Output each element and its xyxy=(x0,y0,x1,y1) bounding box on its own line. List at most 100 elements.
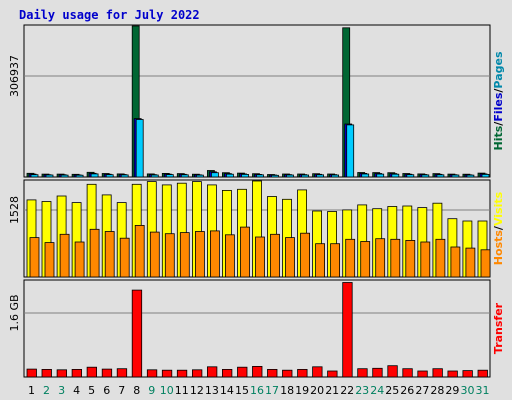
x-tick-label-day-7: 7 xyxy=(118,384,125,397)
panel-frame-hits-files-pages xyxy=(23,24,491,178)
bar-hosts-day-27 xyxy=(420,241,431,278)
bar-pages-day-7 xyxy=(120,174,129,178)
bar-transfer-day-7 xyxy=(116,368,128,378)
bar-pages-day-24 xyxy=(376,173,385,178)
bar-transfer-day-31 xyxy=(477,369,488,378)
y-tick-label-hits-files-pages: 306937 xyxy=(8,55,21,97)
bar-pages-day-15 xyxy=(241,173,249,178)
bar-transfer-day-16 xyxy=(252,365,263,378)
bar-pages-day-9 xyxy=(150,174,159,178)
x-tick-label-day-27: 27 xyxy=(415,384,429,397)
x-tick-label-day-25: 25 xyxy=(385,384,399,397)
x-tick-label-day-30: 30 xyxy=(461,384,475,397)
x-tick-label-day-17: 17 xyxy=(265,384,279,397)
bar-transfer-day-30 xyxy=(462,370,473,378)
bar-hosts-day-30 xyxy=(465,247,476,278)
x-tick-label-day-5: 5 xyxy=(88,384,95,397)
x-tick-label-day-22: 22 xyxy=(340,384,354,397)
x-tick-label-day-20: 20 xyxy=(310,384,324,397)
x-tick-label-day-23: 23 xyxy=(355,384,369,397)
chart-title: Daily usage for July 2022 xyxy=(19,8,200,22)
bar-transfer-day-15 xyxy=(237,366,248,378)
bar-transfer-day-28 xyxy=(432,368,443,378)
bar-transfer-day-4 xyxy=(71,368,82,378)
x-tick-label-day-28: 28 xyxy=(430,384,444,397)
bar-pages-day-26 xyxy=(406,174,415,178)
x-tick-label-day-13: 13 xyxy=(205,384,219,397)
bar-pages-day-30 xyxy=(466,174,475,178)
bar-pages-day-20 xyxy=(316,174,325,178)
y-tick-label-hosts-visits: 1528 xyxy=(8,196,21,224)
x-tick-label-day-10: 10 xyxy=(160,384,174,397)
bar-pages-day-2 xyxy=(45,174,54,178)
x-tick-label-day-31: 31 xyxy=(476,384,490,397)
bar-hosts-day-24 xyxy=(375,238,386,278)
bar-pages-day-3 xyxy=(60,174,69,178)
bar-transfer-day-5 xyxy=(86,366,97,378)
bar-pages-day-6 xyxy=(105,174,114,178)
bar-transfer-day-25 xyxy=(387,365,398,378)
bar-hosts-day-14 xyxy=(224,234,235,278)
bar-pages-day-27 xyxy=(421,174,430,178)
bar-transfer-day-10 xyxy=(161,369,173,378)
bar-pages-day-17 xyxy=(271,174,279,178)
bar-transfer-day-13 xyxy=(206,366,218,378)
bar-transfer-day-9 xyxy=(146,369,158,378)
bar-transfer-day-23 xyxy=(357,368,368,378)
bar-hosts-day-18 xyxy=(285,237,295,278)
bar-transfer-day-26 xyxy=(402,368,413,378)
series-label-part: / xyxy=(492,121,505,126)
series-label-part: Hosts xyxy=(492,230,505,266)
bar-hosts-day-3 xyxy=(59,233,70,278)
series-label-part: Pages xyxy=(492,51,505,89)
x-tick-label-day-18: 18 xyxy=(280,384,294,397)
bar-transfer-day-21 xyxy=(327,370,338,378)
bar-hosts-day-9 xyxy=(149,231,160,278)
bar-pages-day-28 xyxy=(436,174,445,178)
x-tick-label-day-26: 26 xyxy=(400,384,414,397)
bar-transfer-day-12 xyxy=(191,369,203,378)
x-tick-label-day-16: 16 xyxy=(250,384,264,397)
x-tick-label-day-19: 19 xyxy=(295,384,309,397)
bar-pages-day-18 xyxy=(286,174,294,178)
series-label-part: Files xyxy=(492,92,505,122)
bar-pages-day-14 xyxy=(225,173,234,178)
x-tick-label-day-2: 2 xyxy=(43,384,50,397)
x-tick-label-day-11: 11 xyxy=(175,384,189,397)
bar-transfer-day-3 xyxy=(56,369,67,378)
bar-hosts-day-26 xyxy=(405,239,416,278)
bar-transfer-day-17 xyxy=(267,368,278,378)
bar-hosts-day-1 xyxy=(29,237,40,278)
bar-transfer-day-27 xyxy=(417,370,428,378)
bar-pages-day-13 xyxy=(210,172,219,178)
bar-pages-day-25 xyxy=(391,173,400,178)
bar-hosts-day-20 xyxy=(315,243,326,278)
bar-pages-day-22 xyxy=(346,124,355,178)
bar-transfer-day-2 xyxy=(41,368,52,378)
series-label-hosts-visits: Hosts/Visits xyxy=(492,191,505,265)
bar-pages-day-16 xyxy=(256,174,264,178)
series-label-part: Visits xyxy=(492,191,505,226)
bar-hosts-day-15 xyxy=(240,226,250,278)
bar-hosts-day-19 xyxy=(300,232,311,278)
bar-hosts-day-7 xyxy=(119,237,130,278)
series-label-part: Transfer xyxy=(492,302,505,354)
bar-hosts-day-17 xyxy=(270,233,280,278)
bar-transfer-day-8 xyxy=(131,289,143,378)
bar-hosts-day-13 xyxy=(209,230,220,278)
bar-pages-day-1 xyxy=(30,174,39,178)
x-tick-label-day-29: 29 xyxy=(445,384,459,397)
bar-transfer-day-18 xyxy=(282,369,293,378)
x-tick-label-day-12: 12 xyxy=(190,384,204,397)
bar-pages-day-11 xyxy=(180,174,189,178)
series-label-hits-files-pages: Hits/Files/Pages xyxy=(492,51,505,150)
x-tick-label-day-6: 6 xyxy=(103,384,110,397)
bar-hosts-day-16 xyxy=(255,236,265,278)
bar-hosts-day-21 xyxy=(330,243,341,278)
series-label-part: Hits xyxy=(492,125,505,150)
bar-pages-day-21 xyxy=(331,174,340,178)
x-tick-label-day-8: 8 xyxy=(133,384,140,397)
bar-transfer-day-6 xyxy=(101,368,113,378)
bar-transfer-day-1 xyxy=(26,368,37,378)
bar-pages-day-29 xyxy=(451,174,460,178)
